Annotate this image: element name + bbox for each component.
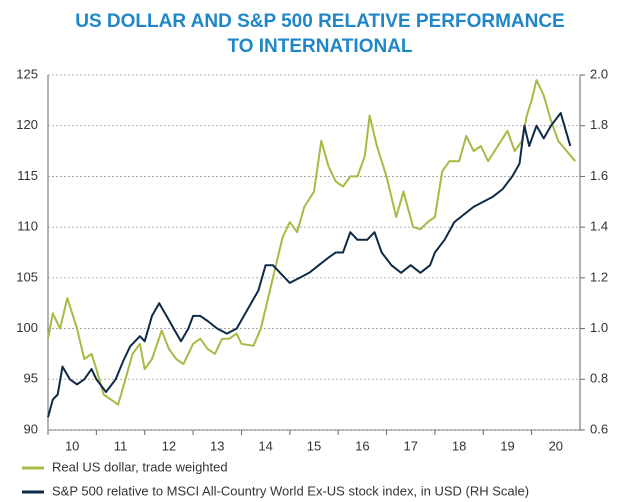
series-line [47, 112, 572, 418]
y2-tick-label: 1.4 [590, 219, 608, 234]
x-tick-label: 12 [162, 438, 176, 453]
x-tick-label: 13 [210, 438, 224, 453]
x-tick-label: 14 [258, 438, 272, 453]
x-tick-label: 11 [114, 438, 128, 453]
x-tick-label: 20 [549, 438, 563, 453]
x-tick-label: 17 [403, 438, 417, 453]
y-tick-label: 110 [17, 219, 38, 234]
y-tick-label: 120 [16, 117, 38, 132]
series-line [47, 79, 576, 406]
y-tick-label: 95 [24, 371, 38, 386]
chart-subtitle: TO INTERNATIONAL [227, 36, 412, 57]
y-tick-label: 125 [16, 66, 38, 81]
y2-tick-label: 0.6 [590, 421, 608, 436]
y-tick-label: 105 [16, 269, 38, 284]
y2-tick-label: 1.6 [590, 168, 608, 183]
x-tick-label: 10 [65, 438, 79, 453]
y2-tick-label: 1.0 [590, 320, 608, 335]
y2-tick-label: 1.2 [590, 269, 608, 284]
chart-title: US DOLLAR AND S&P 500 RELATIVE PERFORMAN… [75, 11, 564, 32]
x-tick-label: 16 [355, 438, 369, 453]
y2-tick-label: 0.8 [590, 371, 608, 386]
legend-label: S&P 500 relative to MSCI All-Country Wor… [52, 483, 529, 498]
y2-tick-label: 2.0 [590, 66, 608, 81]
y2-tick-label: 1.8 [590, 117, 608, 132]
x-tick-label: 18 [452, 438, 466, 453]
legend-label: Real US dollar, trade weighted [52, 459, 228, 474]
x-tick-label: 15 [307, 438, 321, 453]
x-tick-label: 19 [500, 438, 514, 453]
y-tick-label: 90 [24, 421, 38, 436]
y-tick-label: 115 [17, 168, 38, 183]
y-tick-label: 100 [16, 320, 38, 335]
